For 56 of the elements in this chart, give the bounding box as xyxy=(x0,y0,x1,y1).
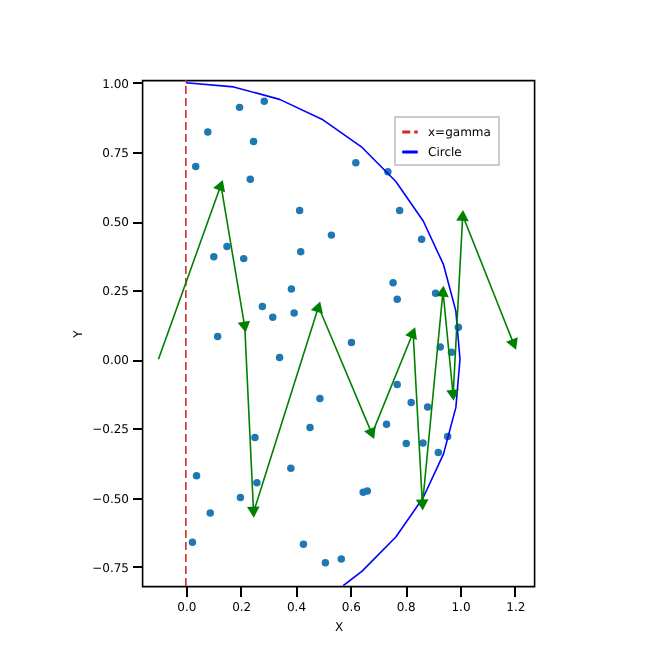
point xyxy=(446,389,459,401)
point xyxy=(347,338,356,347)
point xyxy=(352,158,360,167)
point xyxy=(316,394,324,403)
point xyxy=(235,103,244,112)
point xyxy=(456,210,469,222)
point xyxy=(389,278,397,287)
point xyxy=(436,285,449,298)
point xyxy=(188,538,197,547)
point xyxy=(236,493,245,502)
point xyxy=(321,559,330,567)
point xyxy=(417,235,426,243)
point xyxy=(310,301,323,314)
point xyxy=(327,231,336,239)
point xyxy=(405,327,417,340)
point xyxy=(204,128,212,136)
point xyxy=(287,464,295,472)
point xyxy=(393,295,401,303)
point xyxy=(431,289,440,297)
point xyxy=(287,285,296,293)
point xyxy=(260,97,268,106)
point xyxy=(299,540,308,548)
point xyxy=(415,499,429,511)
point xyxy=(191,162,200,171)
point xyxy=(206,509,214,517)
point xyxy=(275,353,284,362)
point xyxy=(337,555,346,563)
point xyxy=(223,242,231,251)
point xyxy=(213,332,222,341)
point xyxy=(296,247,305,256)
point xyxy=(382,420,391,428)
point xyxy=(423,403,432,411)
point xyxy=(506,337,518,350)
point xyxy=(246,506,260,518)
point xyxy=(363,487,372,495)
point xyxy=(395,206,404,215)
point xyxy=(402,439,410,448)
point xyxy=(269,313,277,321)
point xyxy=(434,448,443,457)
point xyxy=(237,320,251,333)
point xyxy=(407,398,415,407)
point xyxy=(419,439,427,447)
point xyxy=(295,206,304,215)
point xyxy=(213,179,226,193)
point xyxy=(210,252,218,261)
point xyxy=(393,380,401,389)
point xyxy=(246,175,255,183)
point xyxy=(306,423,314,432)
point xyxy=(258,302,267,311)
point xyxy=(364,426,376,439)
point xyxy=(239,254,248,263)
point xyxy=(290,309,298,317)
point xyxy=(251,433,259,442)
point xyxy=(249,137,258,146)
point xyxy=(192,471,201,480)
point xyxy=(253,479,261,487)
